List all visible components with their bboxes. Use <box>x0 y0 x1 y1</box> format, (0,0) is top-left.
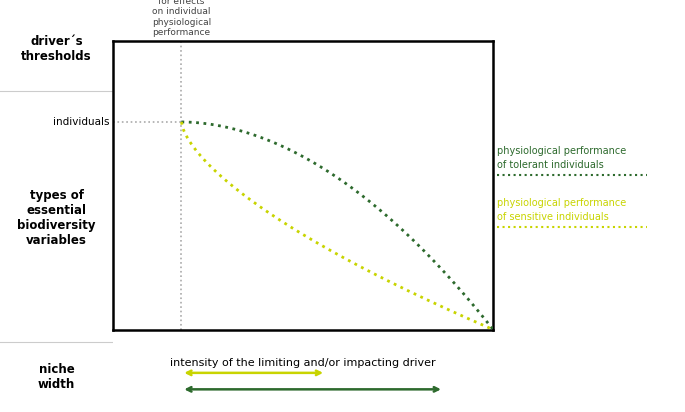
Text: individuals: individuals <box>53 117 109 127</box>
Text: threshold
for effects
on individual
physiological
performance: threshold for effects on individual phys… <box>152 0 211 37</box>
Text: of sensitive individuals: of sensitive individuals <box>497 212 608 222</box>
Text: niche
width: niche width <box>38 363 75 391</box>
Text: physiological performance: physiological performance <box>497 198 626 208</box>
Text: driver´s
thresholds: driver´s thresholds <box>21 35 92 63</box>
Text: intensity of the limiting and/or impacting driver: intensity of the limiting and/or impacti… <box>171 358 436 368</box>
Text: physiological performance: physiological performance <box>497 146 626 156</box>
Text: types of
essential
biodiversity
variables: types of essential biodiversity variable… <box>17 190 96 247</box>
Text: of tolerant individuals: of tolerant individuals <box>497 160 603 170</box>
